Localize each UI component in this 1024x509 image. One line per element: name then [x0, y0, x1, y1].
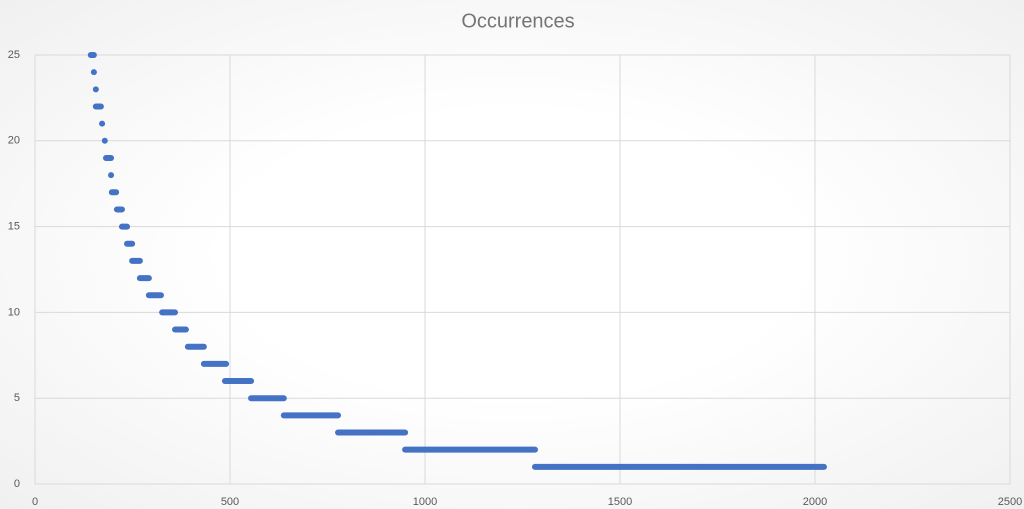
- y-tick-label: 0: [14, 478, 20, 490]
- chart-title: Occurrences: [461, 10, 574, 32]
- y-tick-label: 25: [8, 49, 20, 61]
- x-tick-label: 1000: [413, 496, 437, 508]
- x-tick-label: 500: [221, 496, 239, 508]
- x-tick-label: 1500: [608, 496, 632, 508]
- x-tick-label: 2000: [803, 496, 827, 508]
- y-tick-label: 20: [8, 135, 20, 147]
- y-tick-label: 15: [8, 221, 20, 233]
- x-tick-label: 0: [32, 496, 38, 508]
- y-tick-label: 10: [8, 306, 20, 318]
- x-tick-label: 2500: [998, 496, 1022, 508]
- y-tick-label: 5: [14, 392, 20, 404]
